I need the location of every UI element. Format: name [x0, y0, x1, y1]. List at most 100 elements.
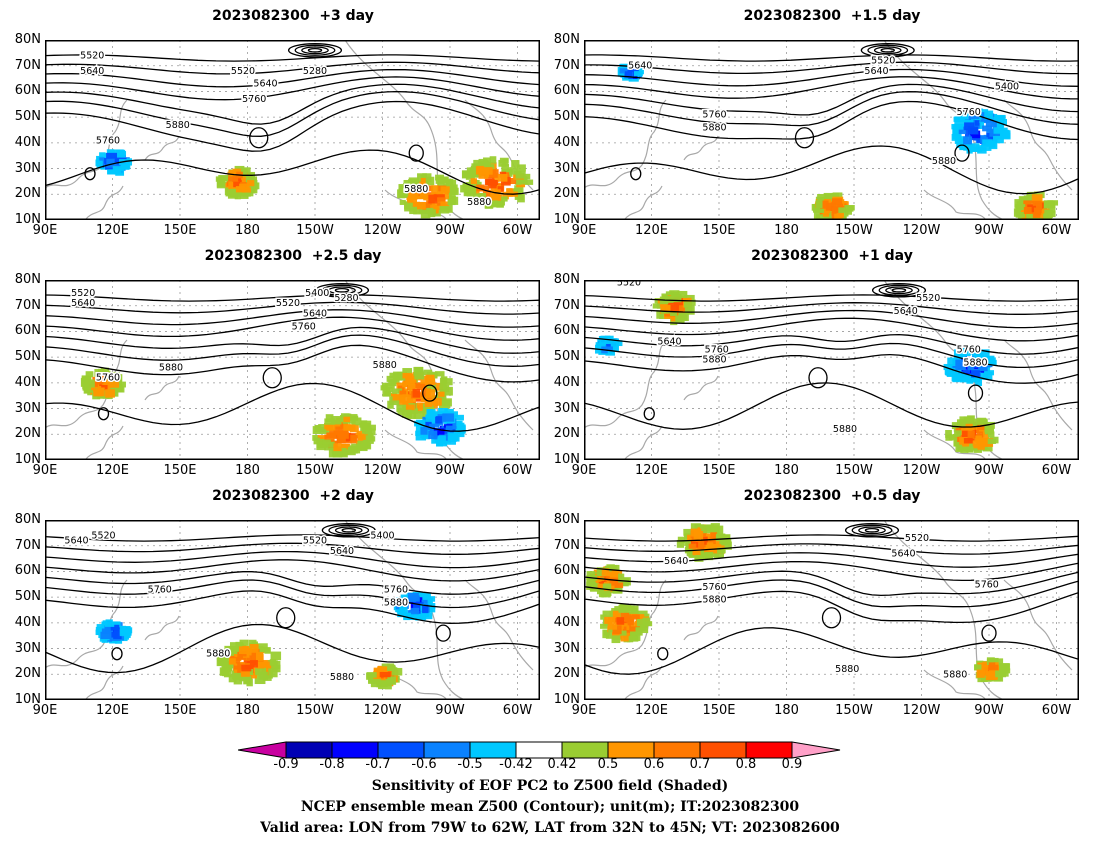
shaded-cell	[609, 564, 620, 572]
contour-line	[584, 627, 1079, 675]
y-tick-label: 10N	[553, 212, 580, 227]
shaded-cell	[416, 383, 427, 390]
shaded-cell	[721, 541, 732, 550]
shaded-cell	[954, 138, 965, 144]
shaded-cell	[686, 534, 694, 541]
shaded-cell	[959, 437, 968, 445]
shaded-cell	[226, 647, 234, 656]
shaded-cell	[698, 541, 705, 550]
shaded-cell	[385, 680, 392, 690]
shaded-cell	[980, 144, 992, 151]
shaded-cell	[119, 628, 127, 635]
shaded-cell	[396, 371, 407, 381]
contour-ring	[967, 384, 984, 402]
shaded-cell	[435, 416, 443, 424]
shaded-cell	[105, 389, 115, 398]
shaded-cell	[416, 419, 426, 426]
shaded-cell	[628, 635, 639, 642]
x-tick-label: 90E	[571, 703, 597, 718]
contour-label: 5760	[384, 584, 408, 595]
x-tick-label: 120E	[95, 703, 130, 718]
contour-ring	[328, 286, 356, 295]
shaded-cell	[424, 399, 433, 408]
shaded-cell	[1015, 204, 1026, 211]
shaded-cell	[714, 550, 724, 559]
contour-ring	[334, 526, 363, 535]
colorbar-swatch	[561, 741, 609, 759]
shaded-cell	[454, 420, 461, 427]
shaded-cell	[639, 624, 649, 634]
panel-title: 2023082300 +3 day	[212, 8, 374, 24]
shaded-cell	[514, 178, 522, 185]
shaded-cell	[982, 139, 993, 147]
shaded-cell	[972, 348, 981, 357]
y-tick-label: 60N	[553, 563, 580, 579]
shaded-cell	[422, 604, 429, 614]
x-tick-label: 90W	[974, 223, 1004, 238]
shaded-cell	[446, 179, 457, 188]
shaded-cell	[343, 416, 351, 423]
shaded-cell	[421, 594, 430, 603]
shaded-cell	[690, 528, 702, 537]
contour-label: 5640	[628, 61, 652, 72]
contour-line	[45, 579, 540, 609]
y-tick-label: 40N	[14, 374, 41, 390]
shaded-cell	[116, 149, 126, 158]
shaded-cell	[610, 338, 617, 347]
x-tick-label: 180	[235, 703, 260, 718]
shaded-cell	[817, 193, 824, 202]
coastline	[45, 339, 128, 429]
shaded-cell	[977, 442, 985, 450]
shaded-cell	[976, 417, 987, 425]
contour-ring	[821, 607, 842, 629]
coastline	[584, 339, 667, 429]
shaded-cell	[981, 356, 991, 366]
contour-label: 5640	[303, 308, 327, 319]
shaded-cell	[316, 441, 327, 451]
shaded-cell	[438, 396, 447, 406]
shaded-cell	[838, 216, 847, 220]
contour-line	[584, 534, 1079, 542]
x-tick-label: 150W	[296, 463, 334, 478]
contour-label: 5520	[91, 530, 115, 541]
shaded-cell	[379, 671, 391, 678]
shaded-cell	[985, 120, 997, 128]
shaded-cell	[667, 300, 676, 308]
contour-label: 5640	[894, 306, 918, 317]
shaded-cell	[80, 378, 89, 387]
x-tick-label: 150W	[296, 223, 334, 238]
shaded-cell	[228, 176, 239, 182]
shaded-cell	[360, 423, 371, 432]
shaded-cell	[611, 343, 619, 350]
colorbar-tick-label: 0.5	[597, 757, 619, 772]
shaded-cell	[338, 424, 349, 433]
shaded-cell	[445, 425, 453, 432]
shaded-cell	[447, 198, 456, 206]
shaded-cell	[453, 431, 465, 438]
y-tick-label: 30N	[553, 640, 580, 656]
contour-label: 5640	[664, 556, 688, 567]
plot-frame	[45, 40, 540, 220]
x-tick-label: 60W	[502, 463, 533, 478]
shaded-cell	[84, 386, 92, 393]
shaded-cell	[101, 378, 112, 385]
shaded-cell	[245, 174, 255, 184]
shaded-cell	[406, 391, 413, 397]
shaded-cell	[110, 632, 118, 638]
shaded-cell	[699, 525, 711, 534]
shaded-cell	[484, 161, 491, 169]
x-tick-label: 150W	[835, 463, 873, 478]
shaded-cell	[974, 664, 982, 671]
y-tick-label: 10N	[14, 212, 41, 227]
y-tick-label: 20N	[553, 426, 580, 442]
shaded-cell	[380, 385, 387, 391]
contour-label: 5280	[303, 66, 327, 77]
contour-label: 5760	[957, 344, 981, 355]
contour-ring	[885, 286, 913, 295]
shaded-cell	[215, 176, 223, 182]
shaded-cell	[972, 440, 980, 449]
shaded-cell	[676, 540, 685, 548]
colorbar-tick-label: -0.5	[457, 757, 483, 772]
shaded-cell	[979, 112, 988, 120]
shaded-cell	[435, 177, 447, 184]
